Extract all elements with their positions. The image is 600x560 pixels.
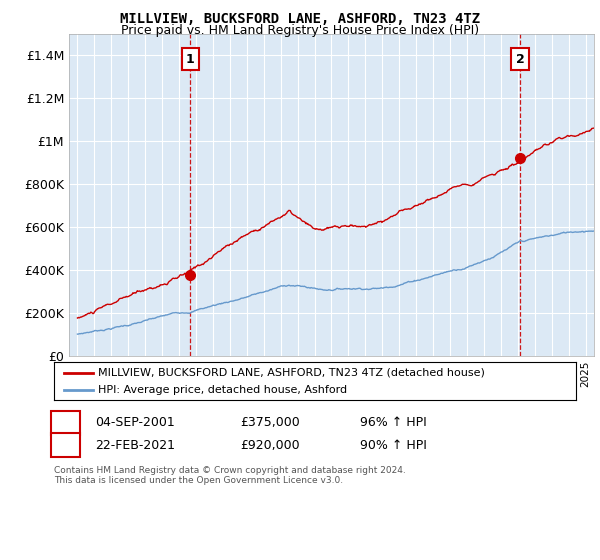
Text: Price paid vs. HM Land Registry's House Price Index (HPI): Price paid vs. HM Land Registry's House … [121, 24, 479, 36]
Text: £920,000: £920,000 [240, 438, 299, 452]
Text: Contains HM Land Registry data © Crown copyright and database right 2024.: Contains HM Land Registry data © Crown c… [54, 466, 406, 475]
Text: 04-SEP-2001: 04-SEP-2001 [95, 416, 175, 430]
Text: 2: 2 [61, 438, 70, 452]
Text: This data is licensed under the Open Government Licence v3.0.: This data is licensed under the Open Gov… [54, 476, 343, 485]
Text: £375,000: £375,000 [240, 416, 300, 430]
Text: MILLVIEW, BUCKSFORD LANE, ASHFORD, TN23 4TZ: MILLVIEW, BUCKSFORD LANE, ASHFORD, TN23 … [120, 12, 480, 26]
Text: 2: 2 [516, 53, 524, 66]
Text: 1: 1 [61, 416, 70, 430]
Text: HPI: Average price, detached house, Ashford: HPI: Average price, detached house, Ashf… [98, 385, 347, 395]
Text: 1: 1 [186, 53, 195, 66]
Text: 90% ↑ HPI: 90% ↑ HPI [360, 438, 427, 452]
Text: 96% ↑ HPI: 96% ↑ HPI [360, 416, 427, 430]
Text: 22-FEB-2021: 22-FEB-2021 [95, 438, 175, 452]
Text: MILLVIEW, BUCKSFORD LANE, ASHFORD, TN23 4TZ (detached house): MILLVIEW, BUCKSFORD LANE, ASHFORD, TN23 … [98, 368, 485, 378]
